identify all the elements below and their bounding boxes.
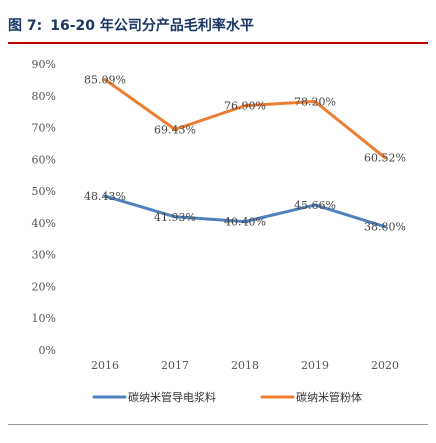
y-tick-label: 30% <box>32 249 56 262</box>
figure-title: 图 7: 16-20 年公司分产品毛利率水平 <box>8 14 254 36</box>
y-tick-label: 10% <box>32 312 56 325</box>
data-label: 40.40% <box>224 216 266 229</box>
y-tick-label: 0% <box>39 344 56 357</box>
series-line-2 <box>103 78 387 160</box>
data-label: 76.90% <box>224 100 266 113</box>
x-tick-label: 2018 <box>231 359 259 372</box>
bottom-rule <box>8 424 428 425</box>
series-line-1 <box>103 194 387 229</box>
y-tick-label: 50% <box>32 185 56 198</box>
y-tick-label: 80% <box>32 90 56 103</box>
title-rule <box>8 42 428 44</box>
data-label: 69.43% <box>154 123 196 136</box>
x-tick-label: 2016 <box>91 359 119 372</box>
y-tick-label: 90% <box>32 58 56 71</box>
legend-label-1: 碳纳米管导电浆料 <box>128 390 216 404</box>
data-label: 45.66% <box>294 199 336 212</box>
data-label: 85.09% <box>84 74 126 87</box>
figure-title-text: 16-20 年公司分产品毛利率水平 <box>50 18 254 34</box>
y-tick-label: 60% <box>32 153 56 166</box>
y-tick-label: 70% <box>32 122 56 135</box>
data-label: 38.80% <box>364 221 406 234</box>
figure-label: 图 7: <box>8 18 43 34</box>
legend-label-2: 碳纳米管粉体 <box>296 390 362 404</box>
y-tick-label: 20% <box>32 280 56 293</box>
x-tick-label: 2017 <box>161 359 189 372</box>
data-label: 78.20% <box>294 95 336 108</box>
y-tick-label: 40% <box>32 217 56 230</box>
data-label: 48.43% <box>84 190 126 203</box>
x-tick-label: 2020 <box>371 359 399 372</box>
data-label: 60.52% <box>364 152 406 165</box>
data-label: 41.93% <box>154 211 196 224</box>
x-tick-label: 2019 <box>301 359 329 372</box>
